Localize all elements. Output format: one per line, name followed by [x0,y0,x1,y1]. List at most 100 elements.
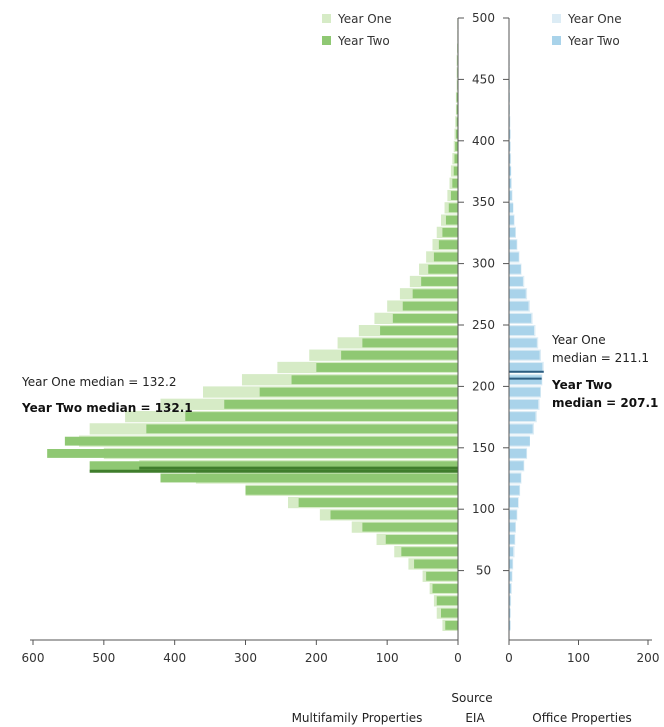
left-x-tick-label: 600 [22,651,45,665]
office-year-two-bar [509,313,532,323]
office-year-two-bar [509,596,511,606]
office-year-two-bar [509,473,521,483]
multifamily-year-two-bar [392,313,458,323]
right-x-axis-title: Office Properties [532,711,632,725]
multifamily-year-two-bar [341,350,458,360]
office-year-two-bar [509,142,511,151]
office-year-two-bar [509,571,512,581]
office-year-two-bar [509,178,512,188]
office-year-two-bar [509,277,523,286]
multifamily-year-two-bar [47,449,459,458]
multifamily-year-two-bar [455,142,458,151]
y-tick-label: 450 [472,72,495,86]
office-year-one-median-label: Year One [551,333,606,347]
multifamily-year-two-bar [362,522,458,532]
office-year-two-bar [509,510,517,520]
office-year-one-median-label: median = 211.1 [552,351,649,365]
office-year-two-bar [509,534,515,544]
office-year-two-bar [509,252,519,262]
office-year-two-bar [509,461,524,471]
multifamily-year-two-bar [450,191,458,200]
office-year-two-bar [509,522,516,532]
multifamily-year-one-bar [455,116,458,128]
multifamily-year-two-bar [298,498,458,507]
multifamily-year-two-bar [160,473,458,483]
y-tick-label: 400 [472,134,495,148]
office-year-two-bar [509,412,536,422]
office-year-two-bar [509,166,512,176]
y-tick-label: 150 [472,441,495,455]
y-tick-label: 500 [472,11,495,25]
multifamily-legend-label: Year Two [337,34,390,48]
multifamily-year-two-bar [414,559,458,569]
office-year-two-bar [509,485,520,495]
multifamily-year-two-bar [412,289,458,299]
multifamily-year-two-bar [362,338,458,348]
multifamily-year-two-bar [453,166,458,176]
multifamily-year-two-bar [330,510,458,520]
multifamily-year-two-bar [385,534,458,544]
office-year-two-bar [509,264,521,274]
y-tick-label: 100 [472,502,495,516]
multifamily-year-two-bar [401,547,458,557]
multifamily-legend-swatch [322,36,331,45]
office-legend-label: Year Two [567,34,620,48]
multifamily-year-two-bar [402,301,458,311]
office-year-two-bar [509,559,513,569]
left-x-tick-label: 200 [305,651,328,665]
office-year-two-bar [509,375,542,385]
y-tick-label: 50 [476,564,491,578]
left-x-tick-label: 100 [376,651,399,665]
multifamily-year-two-bar [454,154,458,164]
multifamily-year-two-bar [445,620,458,630]
office-year-two-bar [509,289,526,299]
multifamily-year-one-median-label: Year One median = 132.2 [21,375,177,389]
office-year-two-bar [509,363,543,372]
office-year-two-bar [509,301,529,311]
multifamily-year-two-bar [316,363,458,372]
multifamily-year-two-bar [146,424,459,434]
office-year-two-bar [509,387,541,397]
multifamily-year-two-bar [380,326,458,336]
left-x-tick-label: 400 [163,651,186,665]
y-tick-label: 200 [472,379,495,393]
office-legend-swatch [552,14,561,23]
multifamily-year-two-median-label: Year Two median = 132.1 [21,401,193,415]
multifamily-year-two-bar [441,608,458,618]
office-year-two-bar [509,203,514,213]
multifamily-year-two-bar [438,240,458,250]
multifamily-year-two-bar [456,105,458,115]
office-year-two-bar [509,338,537,348]
multifamily-year-two-bar [455,129,458,139]
multifamily-year-two-bar [445,215,458,225]
left-x-tick-label: 500 [92,651,115,665]
multifamily-year-two-bar [421,277,458,286]
office-year-two-bar [509,240,517,250]
office-bars [509,54,544,631]
multifamily-legend-swatch [322,14,331,23]
multifamily-year-two-bar [456,117,458,127]
office-year-two-bar [509,326,535,336]
right-x-tick-label: 100 [567,651,590,665]
y-tick-label: 250 [472,318,495,332]
office-year-two-bar [509,547,514,557]
office-legend-swatch [552,36,561,45]
multifamily-year-two-bar [224,399,458,409]
multifamily-year-two-bar [64,436,458,446]
multifamily-year-two-bar [428,264,458,274]
source-value: EIA [465,711,485,725]
multifamily-legend-label: Year One [337,12,392,26]
office-year-two-median-label: Year Two [551,378,612,392]
office-year-two-bar [509,227,516,237]
office-year-two-median-label: median = 207.1 [552,396,658,410]
multifamily-year-two-bar [436,596,458,606]
multifamily-year-two-bar [448,203,458,213]
office-legend-label: Year One [567,12,622,26]
office-year-two-bar [509,129,511,139]
left-x-axis-title: Multifamily Properties [292,711,423,725]
left-x-tick-label: 300 [234,651,257,665]
office-year-two-bar [509,424,533,434]
labels: Multifamily Properties Office Properties S… [21,12,658,725]
multifamily-year-two-bar [432,584,458,593]
